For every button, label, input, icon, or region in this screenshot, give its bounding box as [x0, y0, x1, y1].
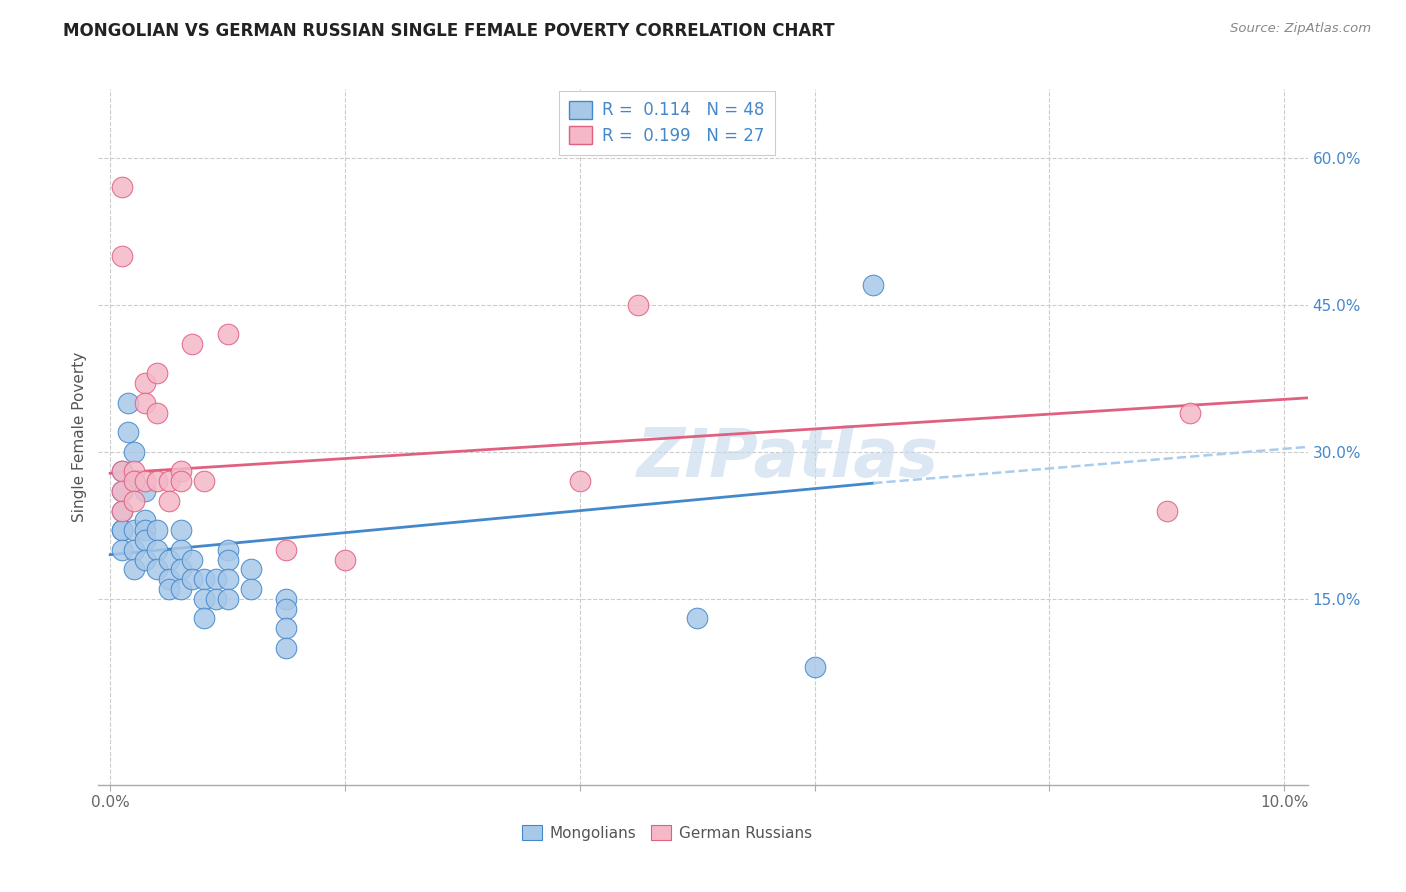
Point: [122, 474, 145, 488]
Point: [169, 474, 191, 488]
Y-axis label: Single Female Poverty: Single Female Poverty: [72, 352, 87, 522]
Point: [276, 591, 298, 606]
Point: [122, 444, 145, 458]
Point: [169, 542, 191, 557]
Point: [146, 406, 169, 420]
Point: [146, 562, 169, 576]
Text: MONGOLIAN VS GERMAN RUSSIAN SINGLE FEMALE POVERTY CORRELATION CHART: MONGOLIAN VS GERMAN RUSSIAN SINGLE FEMAL…: [63, 22, 835, 40]
Point: [146, 367, 169, 381]
Point: [146, 542, 169, 557]
Point: [276, 542, 298, 557]
Point: [157, 582, 180, 596]
Point: [181, 572, 204, 586]
Point: [134, 396, 156, 410]
Point: [134, 552, 156, 566]
Point: [217, 542, 239, 557]
Point: [276, 640, 298, 655]
Text: Source: ZipAtlas.com: Source: ZipAtlas.com: [1230, 22, 1371, 36]
Point: [803, 660, 825, 674]
Point: [157, 572, 180, 586]
Point: [1180, 406, 1202, 420]
Point: [1156, 503, 1178, 517]
Point: [111, 464, 134, 478]
Point: [568, 474, 591, 488]
Point: [111, 523, 134, 537]
Point: [627, 298, 650, 312]
Point: [111, 483, 134, 498]
Point: [111, 249, 134, 263]
Point: [117, 425, 139, 440]
Point: [169, 562, 191, 576]
Point: [217, 552, 239, 566]
Point: [134, 474, 156, 488]
Point: [134, 483, 156, 498]
Point: [276, 601, 298, 615]
Point: [111, 464, 134, 478]
Point: [240, 582, 263, 596]
Point: [193, 572, 215, 586]
Point: [146, 523, 169, 537]
Point: [217, 591, 239, 606]
Point: [122, 542, 145, 557]
Point: [146, 474, 169, 488]
Point: [169, 523, 191, 537]
Point: [157, 474, 180, 488]
Point: [111, 542, 134, 557]
Point: [193, 611, 215, 625]
Legend: Mongolians, German Russians: Mongolians, German Russians: [516, 819, 818, 847]
Point: [111, 503, 134, 517]
Point: [686, 611, 709, 625]
Point: [181, 552, 204, 566]
Point: [111, 503, 134, 517]
Point: [169, 582, 191, 596]
Point: [122, 464, 145, 478]
Point: [117, 396, 139, 410]
Point: [276, 621, 298, 635]
Point: [240, 562, 263, 576]
Point: [122, 562, 145, 576]
Point: [111, 483, 134, 498]
Point: [193, 591, 215, 606]
Point: [181, 337, 204, 351]
Point: [204, 591, 226, 606]
Point: [111, 523, 134, 537]
Point: [134, 533, 156, 547]
Point: [157, 552, 180, 566]
Point: [169, 464, 191, 478]
Point: [134, 376, 156, 391]
Point: [217, 327, 239, 342]
Point: [122, 474, 145, 488]
Point: [134, 523, 156, 537]
Point: [122, 493, 145, 508]
Point: [111, 180, 134, 194]
Point: [122, 523, 145, 537]
Point: [134, 513, 156, 527]
Point: [204, 572, 226, 586]
Point: [333, 552, 356, 566]
Point: [193, 474, 215, 488]
Point: [157, 493, 180, 508]
Point: [862, 278, 884, 293]
Text: ZIPatlas: ZIPatlas: [637, 425, 939, 491]
Point: [217, 572, 239, 586]
